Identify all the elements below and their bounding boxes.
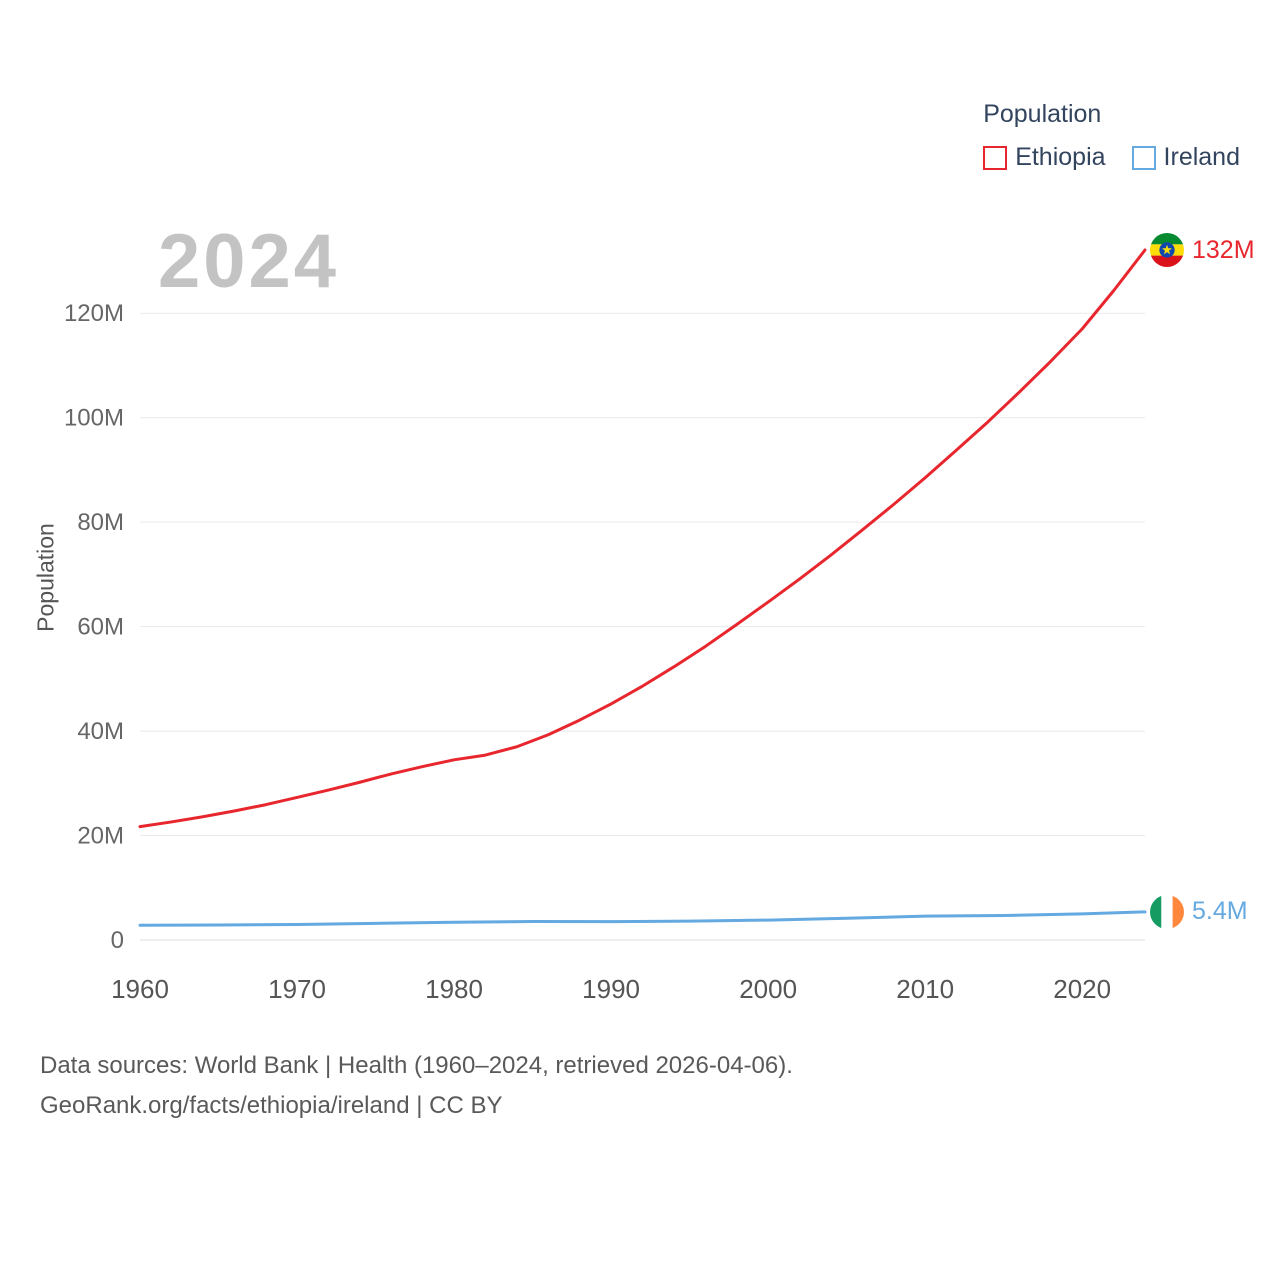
legend-label-ireland: Ireland: [1163, 143, 1240, 171]
y-tick-20M: 20M: [77, 823, 124, 850]
legend-item-ireland[interactable]: Ireland: [1131, 143, 1240, 172]
ireland-series-line[interactable]: [138, 910, 1147, 927]
x-tick-1980: 1980: [425, 974, 483, 1004]
ethiopia-flag-icon: [1150, 233, 1184, 267]
y-tick-60M: 60M: [77, 614, 124, 641]
footer: Data sources: World Bank | Health (1960–…: [40, 1046, 793, 1126]
ethiopia-end-value: 132M: [1192, 235, 1255, 264]
x-tick-2010: 2010: [896, 974, 954, 1004]
ireland-flag-icon: [1150, 894, 1184, 929]
footer-attribution: GeoRank.org/facts/ethiopia/ireland | CC …: [40, 1092, 503, 1119]
legend-item-ethiopia[interactable]: Ethiopia: [983, 143, 1106, 172]
y-axis-title: Population: [32, 523, 59, 632]
legend-title: Population: [983, 100, 1102, 128]
x-tick-1960: 1960: [111, 974, 169, 1004]
legend-label-ethiopia: Ethiopia: [1015, 143, 1106, 171]
legend: Population Ethiopia Ireland: [983, 100, 1240, 172]
ireland-swatch-icon: [1131, 145, 1156, 170]
ethiopia-swatch-icon: [983, 145, 1008, 170]
legend-items: Ethiopia Ireland: [983, 143, 1240, 172]
y-tick-120M: 120M: [64, 300, 124, 327]
ireland-end-value: 5.4M: [1192, 897, 1248, 926]
year-watermark: 2024: [158, 219, 340, 304]
x-tick-2020: 2020: [1053, 974, 1111, 1004]
x-tick-2000: 2000: [739, 974, 797, 1004]
y-tick-80M: 80M: [77, 509, 124, 536]
y-tick-40M: 40M: [77, 718, 124, 745]
x-tick-1990: 1990: [582, 974, 640, 1004]
y-tick-100M: 100M: [64, 405, 124, 432]
ethiopia-series-line[interactable]: [138, 248, 1147, 829]
y-tick-0: 0: [111, 927, 124, 954]
ethiopia-end-label: 132M: [1150, 233, 1255, 267]
ireland-end-label: 5.4M: [1150, 894, 1248, 929]
footer-sources: Data sources: World Bank | Health (1960–…: [40, 1052, 793, 1079]
x-tick-1970: 1970: [268, 974, 326, 1004]
